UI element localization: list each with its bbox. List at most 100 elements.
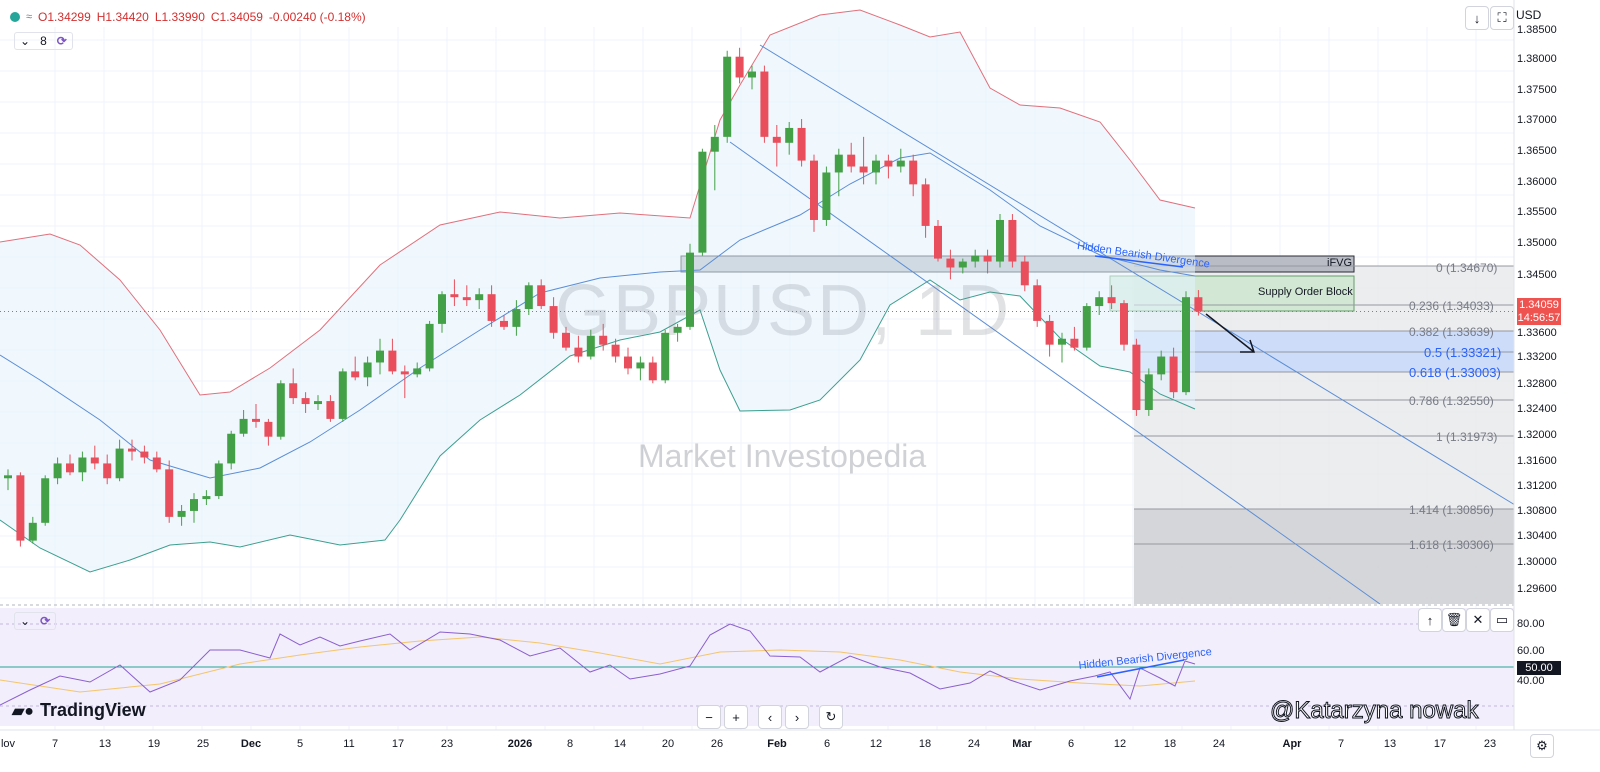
candle-bullish — [872, 160, 880, 173]
symbol-watermark: GBPUSD, 1D — [555, 271, 1012, 351]
price-axis-label: 1.33600 — [1517, 327, 1557, 339]
time-axis-label: 12 — [869, 738, 883, 750]
price-axis-label: 1.36500 — [1517, 145, 1557, 157]
candle-bearish — [351, 371, 360, 378]
indicator-logo-icon: ⟳ — [56, 34, 67, 48]
fullscreen-icon[interactable]: ⛶ — [1490, 6, 1514, 30]
candle-bullish — [475, 294, 484, 301]
price-axis-label: 1.30800 — [1517, 505, 1557, 517]
candle-bullish — [314, 401, 322, 405]
candle-bearish — [103, 463, 112, 479]
tradingview-logo[interactable]: ▰● TradingView — [12, 700, 146, 721]
candle-bearish — [1020, 261, 1029, 286]
move-pane-up-icon[interactable]: ↑ — [1418, 608, 1442, 632]
candle-bullish — [896, 160, 905, 167]
projection-arrow-head — [1240, 339, 1256, 353]
candle-bearish — [1033, 285, 1042, 321]
fib-level-0786: 0.786 (1.32550) — [1409, 394, 1494, 408]
scroll-left-button[interactable]: ‹ — [758, 705, 782, 729]
ohlc-change: -0.00240 (-0.18%) — [268, 10, 366, 24]
candle-bullish — [686, 252, 694, 327]
time-axis-label: Dec — [240, 738, 262, 750]
candle-bearish — [1008, 219, 1017, 262]
candle-bullish — [214, 463, 223, 497]
candle-bearish — [1194, 297, 1203, 312]
time-axis-label: 14 — [613, 738, 627, 750]
candle-bullish — [748, 71, 756, 78]
rsi-axis-label: 60.00 — [1517, 645, 1545, 657]
countdown-badge: 14:56:57 — [1517, 311, 1561, 325]
delete-pane-icon[interactable]: 🗑 — [1442, 608, 1466, 632]
price-axis-label: 1.35500 — [1517, 206, 1557, 218]
time-axis-label: 25 — [196, 738, 210, 750]
reset-chart-button[interactable]: ↻ — [819, 705, 843, 729]
price-axis-label: 1.31600 — [1517, 455, 1557, 467]
currency-label[interactable]: USD — [1516, 8, 1542, 22]
author-credit: @Katarzyna nowak — [1269, 697, 1479, 725]
candle-bearish — [810, 160, 818, 220]
rsi-moving-average — [0, 636, 1196, 693]
maximize-pane-icon[interactable]: ▭ — [1490, 608, 1514, 632]
time-axis-label: 6 — [1067, 738, 1075, 750]
chevron-down-icon: ⌄ — [20, 34, 31, 48]
scroll-right-button[interactable]: › — [785, 705, 809, 729]
price-axis-label: 1.34500 — [1517, 269, 1557, 281]
candle-bearish — [1107, 297, 1116, 304]
symbol-compare-icon[interactable]: ≈ — [26, 11, 33, 23]
ohlc-legend: ≈ O1.34299 H1.34420 L1.33990 C1.34059 -0… — [10, 10, 366, 24]
candle-bullish — [586, 335, 595, 357]
price-axis-background — [1514, 0, 1600, 772]
time-axis-label: Mar — [1012, 738, 1032, 750]
candle-bearish — [537, 285, 546, 307]
zoom-out-button[interactable]: − — [697, 705, 721, 729]
candle-bearish — [648, 362, 657, 381]
candle-bearish — [487, 294, 496, 321]
time-axis-label: Feb — [767, 738, 787, 750]
candle-bearish — [1169, 356, 1178, 393]
candle-bearish — [983, 255, 992, 262]
candle-bearish — [574, 347, 583, 357]
candle-bullish — [190, 499, 198, 511]
candle-bearish — [152, 457, 161, 470]
candle-bullish — [698, 151, 707, 253]
time-axis-label: 17 — [391, 738, 405, 750]
rsi-toggle[interactable]: ⌄ ⟳ — [14, 612, 57, 630]
time-axis-label: 23 — [440, 738, 454, 750]
candle-bearish — [859, 166, 868, 173]
brand-watermark: Market Investopedia — [638, 438, 927, 474]
candle-bullish — [413, 368, 422, 375]
candle-bullish — [1082, 306, 1091, 348]
symbol-status-dot — [10, 12, 20, 22]
download-icon[interactable]: ↓ — [1465, 6, 1489, 30]
candle-bullish — [438, 294, 446, 324]
candle-bearish — [847, 154, 856, 167]
zoom-in-button[interactable]: + — [724, 705, 748, 729]
chevron-down-icon: ⌄ — [20, 614, 31, 628]
candle-bearish — [599, 335, 608, 345]
candle-bearish — [16, 475, 25, 541]
candle-bearish — [1132, 344, 1141, 410]
ohlc-close: C1.34059 — [210, 10, 263, 24]
indicator-toggle[interactable]: ⌄ 8 ⟳ — [14, 32, 73, 50]
candle-bearish — [797, 127, 806, 161]
time-axis-label: 5 — [296, 738, 304, 750]
candle-bullish — [4, 475, 12, 479]
fib-level-0236: 0.236 (1.34033) — [1409, 299, 1494, 313]
candle-bearish — [760, 71, 769, 137]
fib-level-0618: 0.618 (1.33003) — [1409, 365, 1501, 380]
fib-level-1414: 1.414 (1.30856) — [1409, 503, 1494, 517]
candle-bearish — [624, 356, 632, 369]
candle-bullish — [1144, 374, 1153, 410]
candle-bullish — [1095, 297, 1104, 307]
candle-bullish — [1157, 356, 1166, 375]
candle-bearish — [400, 371, 409, 375]
price-axis-label: 1.38000 — [1517, 53, 1557, 65]
collapse-pane-icon[interactable]: ✕ — [1466, 608, 1490, 632]
candle-bearish — [1120, 303, 1128, 345]
candle-bearish — [549, 306, 558, 333]
candle-bullish — [1182, 297, 1190, 393]
settings-gear-icon[interactable]: ⚙ — [1530, 734, 1554, 758]
candle-bullish — [996, 219, 1004, 262]
fib-level-0382: 0.382 (1.33639) — [1409, 325, 1494, 339]
